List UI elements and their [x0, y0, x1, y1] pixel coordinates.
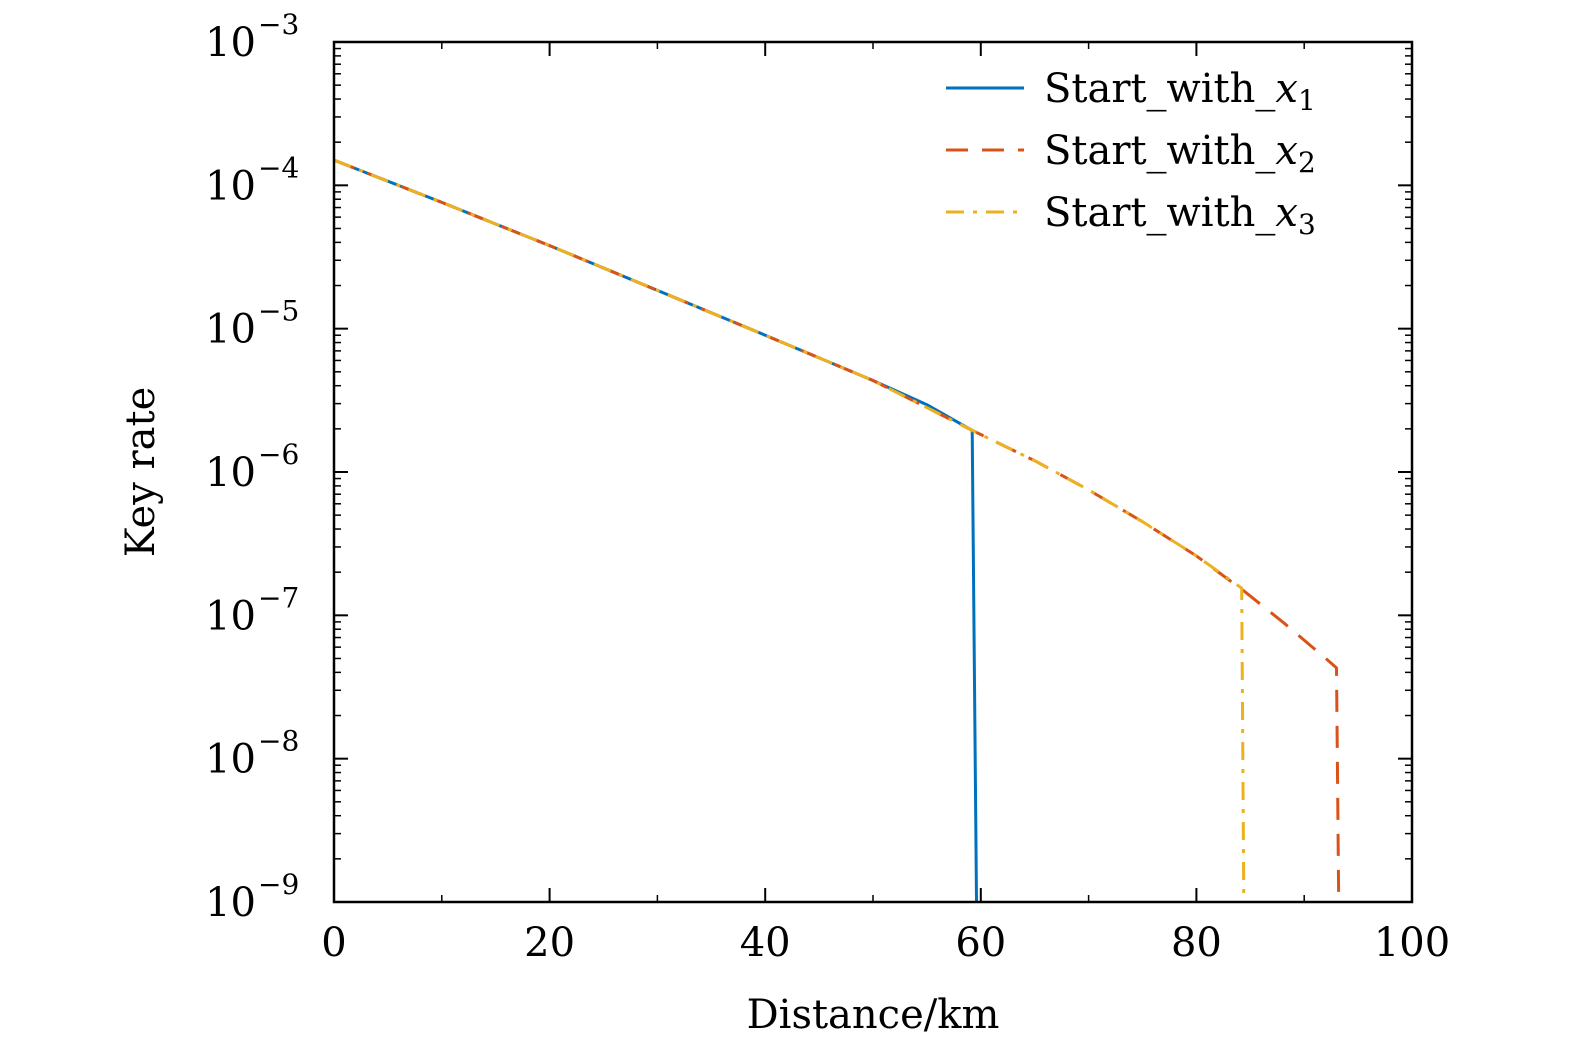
- x-tick-label-4: 80: [1171, 920, 1222, 966]
- y-tick-exponent-1: −4: [258, 151, 299, 184]
- x-tick-label-0: 0: [321, 920, 346, 966]
- y-tick-exponent-2: −5: [258, 295, 299, 328]
- y-tick-label-4: 10: [205, 593, 256, 639]
- series-line-2: [333, 158, 1341, 903]
- y-tick-exponent-5: −8: [258, 725, 299, 758]
- y-tick-label-1: 10: [205, 163, 256, 209]
- y-tick-exponent-0: −3: [258, 8, 299, 41]
- legend: Start_with_x1 Start_with_x2 Start_with_x3: [946, 66, 1316, 241]
- y-tick-label-3: 10: [205, 450, 256, 496]
- plot-frame: [332, 40, 1414, 904]
- y-tick-label-0: 10: [205, 20, 256, 66]
- legend-label-1: Start_with_x1: [1044, 66, 1316, 117]
- x-tick-label-1: 20: [524, 920, 575, 966]
- x-axis-title: Distance/km: [747, 992, 1000, 1038]
- x-tick-label-2: 40: [740, 920, 791, 966]
- x-tick-label-5: 100: [1374, 920, 1450, 966]
- y-axis-title: Key rate: [118, 387, 164, 558]
- series-line-1: [333, 158, 978, 903]
- y-tick-label-2: 10: [205, 307, 256, 353]
- legend-label-2: Start_with_x2: [1044, 128, 1316, 179]
- y-tick-label-5: 10: [205, 737, 256, 783]
- legend-label-3: Start_with_x3: [1044, 190, 1316, 241]
- series-line-3: [333, 158, 1246, 903]
- y-tick-exponent-6: −9: [258, 868, 299, 901]
- x-tick-label-3: 60: [955, 920, 1006, 966]
- y-tick-exponent-3: −6: [258, 438, 299, 471]
- y-tick-label-6: 10: [205, 880, 256, 926]
- series-layer: [333, 158, 1341, 903]
- y-tick-exponent-4: −7: [258, 581, 299, 614]
